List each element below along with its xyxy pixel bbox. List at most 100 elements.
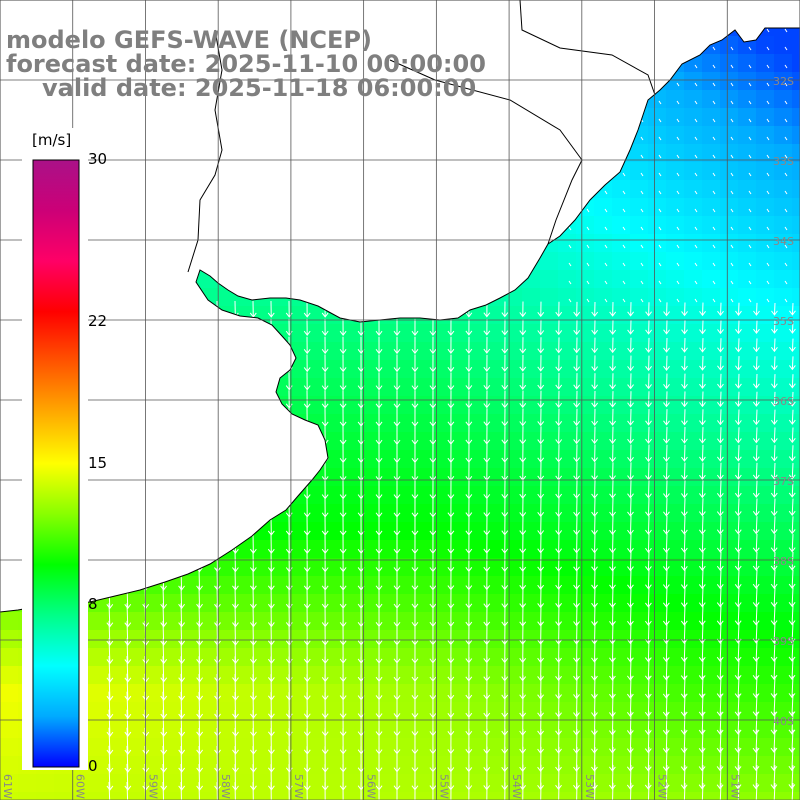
wind-arrow [501,408,509,427]
wind-speed-cell [414,414,433,433]
wind-arrow [644,729,652,754]
wind-arrow [303,301,311,318]
wind-speed-cell [396,702,415,721]
wind-speed-cell [360,756,379,775]
wind-speed-cell [180,648,199,667]
wind-arrow [699,409,706,426]
wind-speed-cell [360,666,379,685]
wind-speed-cell [486,666,505,685]
wind-arrow [766,100,770,105]
wind-speed-cell [774,252,793,271]
wind-arrow [662,693,670,717]
wind-arrow [429,372,437,391]
wind-speed-cell [324,648,343,667]
wind-speed-cell [774,324,793,343]
wind-arrow [321,390,329,409]
wind-speed-cell [0,666,19,685]
wind-arrow [568,244,572,249]
wind-arrow [748,100,752,105]
wind-speed-cell [0,774,19,793]
wind-arrow [357,390,365,409]
wind-speed-cell [540,270,559,289]
wind-arrow [604,244,608,249]
wind-arrow [752,534,760,553]
wind-speed-cell [216,720,235,739]
wind-speed-cell [36,792,55,800]
wind-speed-cell [378,774,397,793]
wind-arrow [752,498,760,517]
wind-arrow [716,533,724,553]
wind-speed-cell [540,414,559,433]
wind-speed-cell [666,180,685,199]
wind-speed-cell [360,558,379,577]
wind-speed-cell [126,774,145,793]
wind-arrow [568,280,572,285]
wind-arrow [753,302,760,316]
wind-arrow [573,355,581,372]
wind-speed-cell [702,540,721,559]
wind-speed-cell [684,630,703,649]
wind-speed-cell [522,720,541,739]
wind-arrow [734,480,742,499]
wind-speed-cell [252,738,271,757]
wind-speed-cell [450,486,469,505]
wind-arrow [124,603,132,628]
wind-arrow [699,302,706,317]
wind-speed-cell [576,378,595,397]
wind-speed-cell [450,450,469,469]
wind-speed-cell [792,162,800,181]
wind-arrow [501,354,509,372]
wind-speed-cell [738,558,757,577]
wind-arrow [694,64,698,69]
wind-speed-cell [666,756,685,775]
wind-speed-cell [594,450,613,469]
wind-arrow [788,569,796,589]
wind-speed-cell [576,540,595,559]
wind-arrow [676,118,680,123]
wind-speed-cell [540,450,559,469]
wind-speed-cell [180,738,199,757]
wind-speed-cell [648,414,667,433]
wind-speed-cell [540,360,559,379]
wind-arrow [717,391,724,408]
wind-speed-cell [702,108,721,127]
wind-arrow [658,136,662,141]
wind-speed-cell [540,324,559,343]
wind-speed-cell [774,648,793,667]
wind-speed-cell [684,342,703,361]
wind-speed-cell [252,540,271,559]
wind-arrow [730,136,734,141]
wind-speed-cell [594,702,613,721]
wind-arrow [663,337,670,353]
wind-speed-cell [558,756,577,775]
wind-speed-cell [432,630,451,649]
wind-arrow [483,408,491,427]
wind-speed-cell [558,324,577,343]
wind-arrow [393,318,401,336]
wind-speed-cell [738,180,757,199]
wind-speed-cell [450,504,469,523]
wind-arrow [591,355,599,372]
wind-speed-cell [396,720,415,739]
wind-speed-cell [630,234,649,253]
wind-speed-cell [378,738,397,757]
wind-arrow [712,46,716,51]
wind-speed-cell [306,576,325,595]
wind-speed-cell [648,396,667,415]
wind-arrow [730,172,734,177]
wind-speed-cell [648,666,667,685]
wind-speed-cell [288,702,307,721]
wind-speed-cell [720,234,739,253]
wind-speed-cell [432,576,451,595]
wind-speed-cell [648,576,667,595]
wind-arrow [694,136,698,141]
wind-arrow [411,336,419,355]
wind-speed-cell [414,360,433,379]
wind-arrow [716,587,724,608]
wind-speed-cell [0,792,19,800]
wind-speed-cell [702,378,721,397]
wind-arrow [627,337,634,354]
wind-arrow [160,727,168,755]
wind-arrow [784,46,788,51]
wind-arrow [522,782,524,800]
